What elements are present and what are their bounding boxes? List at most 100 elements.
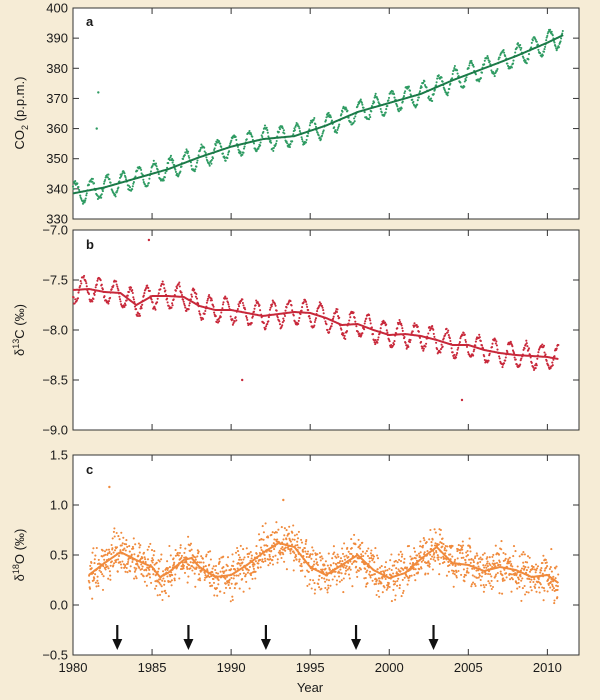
data-point [101,288,104,291]
data-point [169,575,172,578]
data-point [195,297,199,300]
data-point [555,49,558,52]
data-point [296,544,299,547]
data-point [260,538,263,541]
data-point [527,53,531,56]
data-point [169,580,172,583]
y-tick-label: 360 [46,121,68,136]
data-point [94,286,97,289]
data-point [308,124,311,127]
data-point [152,573,155,576]
data-point [552,587,555,590]
data-point [212,565,215,568]
data-point [400,595,403,598]
data-point [501,592,504,595]
data-point [504,553,507,556]
data-point [207,551,210,554]
data-point [276,558,279,561]
data-point [455,576,458,579]
data-point [546,34,549,37]
data-point [451,563,454,566]
data-point [472,65,475,68]
data-point [183,561,186,564]
data-point [420,86,423,89]
data-point [432,332,435,335]
data-point [257,566,260,569]
data-point [107,300,111,303]
data-point [521,587,524,590]
data-point [353,533,356,536]
data-point [204,309,207,313]
data-point [428,565,431,568]
data-point [155,165,158,168]
data-point [321,306,324,309]
data-point [182,298,185,301]
data-point [506,351,509,354]
data-point [363,328,366,331]
data-point [166,567,169,570]
data-point [118,298,122,301]
data-point [292,133,295,136]
data-point [472,350,475,353]
d13c-trend-line [72,287,559,360]
data-point [342,332,345,335]
data-point [473,348,476,351]
data-point [356,105,359,108]
data-point [211,567,214,570]
data-point [492,553,495,556]
data-point [275,142,278,145]
data-point [476,554,479,557]
data-point [208,575,211,579]
data-point [291,538,294,541]
data-point [450,347,453,350]
data-point [184,306,187,309]
data-point [469,561,472,564]
data-point [285,568,288,571]
data-point [541,343,544,346]
data-point [127,560,130,564]
data-point [501,579,504,582]
data-point [360,334,363,337]
data-point [265,126,268,129]
data-point [123,305,126,308]
data-point [332,317,335,320]
data-point [91,597,94,600]
data-point [355,565,358,568]
data-point [140,573,143,576]
data-point [541,561,544,565]
data-point [478,333,481,336]
data-point [340,579,343,582]
data-point [306,305,309,308]
data-point [228,305,231,308]
data-point [465,76,468,79]
data-point [103,558,106,561]
data-point [451,77,454,80]
data-point [401,100,404,103]
data-point [146,574,149,577]
data-point [480,71,484,74]
data-point [407,579,410,582]
data-point [115,558,118,561]
data-point [278,320,281,323]
data-point [266,544,269,547]
data-point [508,343,511,346]
data-point [440,343,443,346]
data-point [271,563,275,566]
data-point [232,577,235,580]
data-point [97,584,100,588]
data-point [150,549,154,552]
data-point [495,344,498,347]
data-point [432,558,435,561]
enso-arrow [351,625,362,650]
data-point [224,582,227,585]
data-point [460,556,463,559]
data-point [203,571,206,575]
data-point [347,550,350,553]
data-point [472,559,475,562]
data-point [154,587,157,590]
data-point [514,51,517,54]
data-point [350,552,353,556]
data-point [232,322,235,325]
data-point [526,561,529,564]
data-point [238,556,241,559]
